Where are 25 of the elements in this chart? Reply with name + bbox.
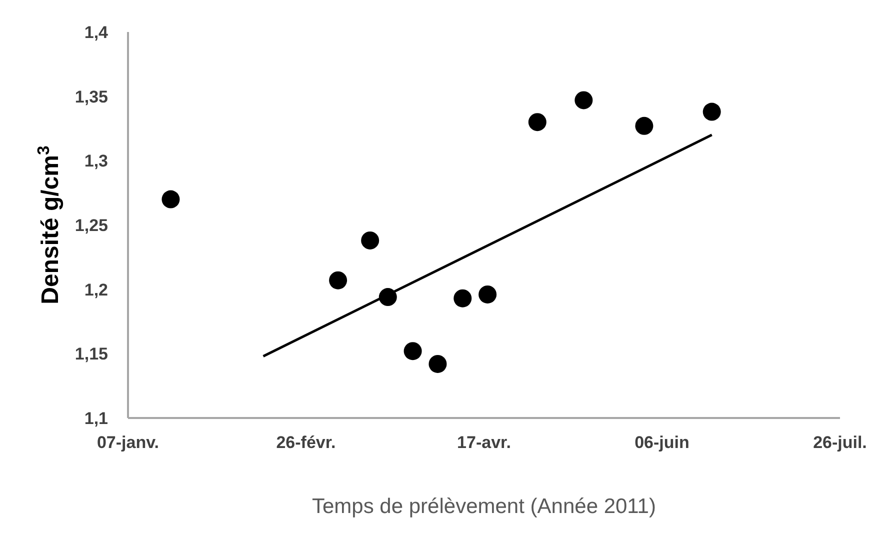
point bbox=[378, 288, 397, 306]
x-axis-title: Temps de prélèvement (Année 2011) bbox=[312, 495, 656, 518]
point bbox=[478, 285, 497, 304]
x-tick-label: 26-juil. bbox=[813, 433, 867, 452]
x-tick-label: 26-févr. bbox=[276, 433, 336, 452]
x-tick-label: 07-janv. bbox=[96, 433, 160, 452]
point bbox=[454, 289, 472, 308]
point bbox=[329, 271, 348, 290]
point bbox=[404, 342, 422, 360]
point bbox=[702, 102, 721, 121]
y-tick-label: 1,4 bbox=[84, 23, 109, 42]
x-tick-label: 06-juin bbox=[634, 433, 690, 452]
point bbox=[528, 113, 546, 132]
point bbox=[428, 354, 447, 373]
point bbox=[162, 190, 180, 208]
y-tick-label: 1,25 bbox=[74, 216, 108, 236]
y-tick-label: 1,15 bbox=[74, 344, 108, 364]
y-tick-label: 1,1 bbox=[84, 409, 108, 428]
y-tick-label: 1,3 bbox=[84, 152, 108, 171]
point bbox=[361, 231, 380, 250]
point bbox=[635, 116, 654, 135]
y-tick-label: 1,2 bbox=[84, 280, 108, 300]
x-tick-label: 17-avr. bbox=[457, 433, 511, 452]
y-tick-label: 1,35 bbox=[74, 87, 108, 106]
point bbox=[574, 91, 593, 110]
